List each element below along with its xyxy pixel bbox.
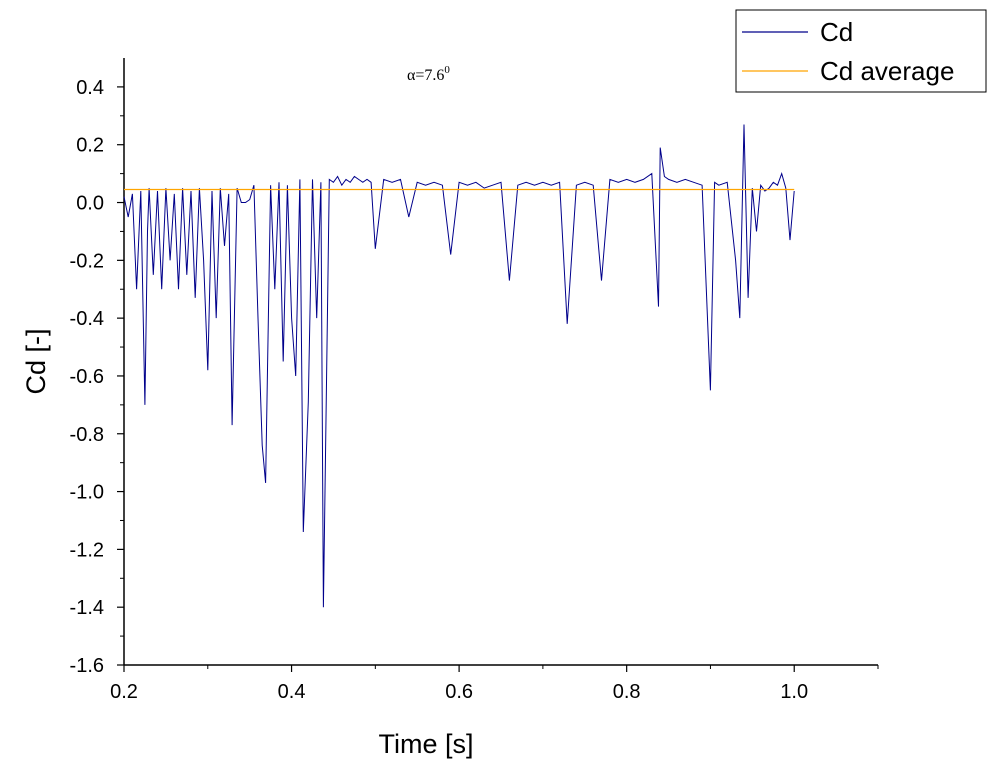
y-tick-label: 0.0 <box>76 193 104 215</box>
series-line-cd <box>123 124 795 608</box>
x-axis-label: Time [s] <box>378 729 473 759</box>
legend: Cd Cd average <box>735 9 987 93</box>
y-tick-label: -0.2 <box>70 250 104 272</box>
x-tick-label: 1.0 <box>780 681 808 703</box>
alpha-annotation: α=7.60 <box>407 64 450 84</box>
y-tick-label: 0.4 <box>76 77 104 99</box>
y-tick-label: 0.2 <box>76 135 104 157</box>
legend-label: Cd average <box>820 56 954 86</box>
x-tick-label: 0.2 <box>110 681 138 703</box>
alpha-annotation-base: α=7.6 <box>407 67 444 84</box>
y-tick-label: -0.4 <box>70 308 104 330</box>
y-tick-label: -0.6 <box>70 366 104 388</box>
x-tick-label: 0.4 <box>278 681 306 703</box>
legend-box <box>735 9 987 93</box>
series-layer <box>123 124 795 608</box>
legend-label: Cd <box>820 17 853 47</box>
y-tick-label: -0.8 <box>70 424 104 446</box>
x-tick-label: 0.8 <box>613 681 641 703</box>
x-tick-label: 0.6 <box>445 681 473 703</box>
y-tick-label: -1.2 <box>70 539 104 561</box>
y-tick-label: -1.4 <box>70 597 104 619</box>
y-axis-label: Cd [-] <box>21 328 51 394</box>
y-tick-label: -1.0 <box>70 482 104 504</box>
alpha-annotation-sup: 0 <box>444 64 450 76</box>
y-tick-label: -1.6 <box>70 655 104 677</box>
axes: 0.2 0.4 0.6 0.8 1.0 0.4 0.2 0.0 -0.2 -0.4 -0.6 -0.8… <box>70 58 879 703</box>
